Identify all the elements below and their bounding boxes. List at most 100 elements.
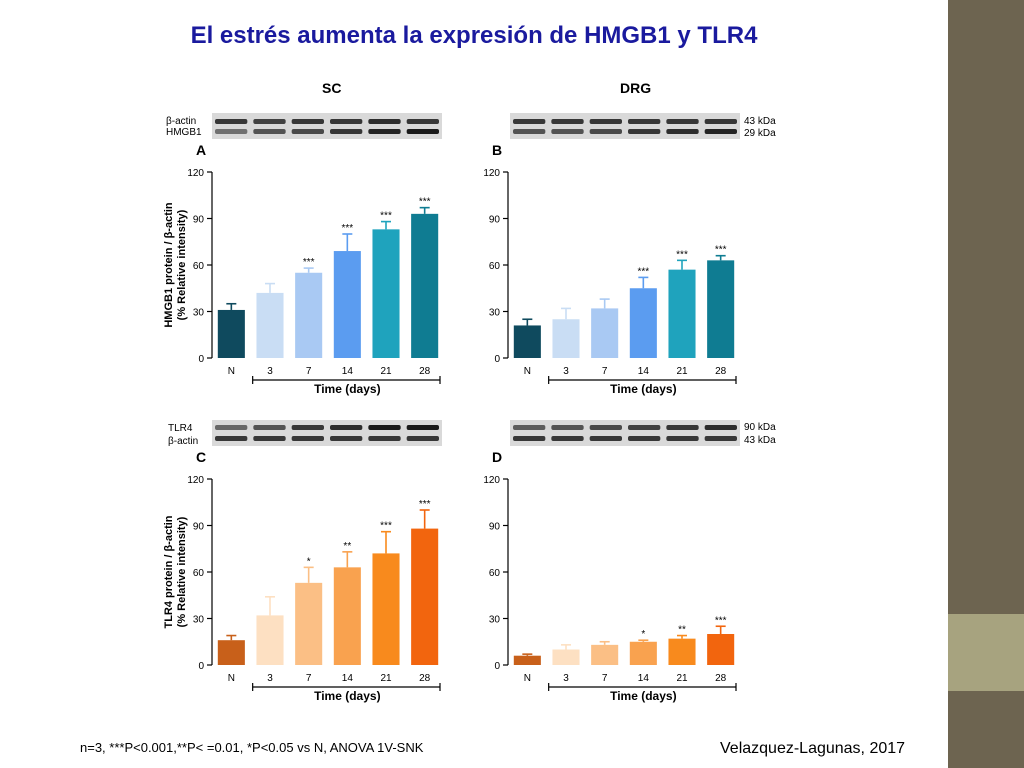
decorative-sidebar-bottom xyxy=(948,691,1024,768)
blot-sc-hmgb1-band xyxy=(215,129,248,134)
blot-drg-hmgb1-band xyxy=(513,119,546,124)
panel-d-category-label: 28 xyxy=(715,673,727,684)
panel-c-significance: *** xyxy=(380,521,392,532)
blot-drg-hmgb1-band xyxy=(551,129,584,134)
blot-drg-tlr4-band xyxy=(666,436,699,441)
blot-sc-hmgb1-band xyxy=(253,129,286,134)
panel-a-category-label: 14 xyxy=(342,366,354,377)
panel-d-y-tick-label: 120 xyxy=(483,475,500,486)
blot-drg-tlr4-background xyxy=(510,420,740,446)
panel-c-significance: *** xyxy=(419,499,431,510)
blot-label-29kda: 29 kDa xyxy=(744,128,776,139)
column-label-drg: DRG xyxy=(620,80,652,96)
blot-sc-tlr4-band xyxy=(291,425,324,430)
panel-c-category-label: 7 xyxy=(306,673,312,684)
panel-b-y-tick-label: 60 xyxy=(489,261,501,272)
panel-a-y-tick-label: 0 xyxy=(198,354,204,365)
panel-c-bar xyxy=(256,615,284,665)
panel-b-letter: B xyxy=(492,142,502,158)
panel-b-bar xyxy=(629,288,657,358)
panel-c-category-label: 28 xyxy=(419,673,431,684)
panel-b-bar xyxy=(513,325,541,358)
panel-c-significance: * xyxy=(307,556,311,567)
blot-label-beta-actin: β-actin xyxy=(166,116,196,127)
column-label-sc: SC xyxy=(322,80,342,96)
blot-drg-tlr4-band xyxy=(628,436,661,441)
panel-d-y-tick-label: 60 xyxy=(489,568,501,579)
blot-drg-hmgb1-band xyxy=(666,129,699,134)
blot-sc-hmgb1-band xyxy=(291,129,324,134)
statistics-footnote: n=3, ***P<0.001,**P< =0.01, *P<0.05 vs N… xyxy=(80,740,424,755)
panel-a-bar xyxy=(295,272,323,358)
blot-sc-hmgb1-band xyxy=(406,119,439,124)
panel-c-y-axis-label-line2: (% Relative intensity) xyxy=(176,516,188,627)
blot-sc-tlr4-background xyxy=(212,420,442,446)
panel-d-category-label: 21 xyxy=(676,673,688,684)
panel-c-bar xyxy=(217,640,245,665)
panel-c-y-axis-label: TLR4 protein / β-actin (% Relative intens… xyxy=(163,515,188,628)
panel-c-category-label: 21 xyxy=(380,673,392,684)
panel-b-category-label: 7 xyxy=(602,366,608,377)
panel-d-x-axis-label: Time (days) xyxy=(610,689,676,703)
blot-drg-tlr4-band xyxy=(513,425,546,430)
panel-c-x-axis-label: Time (days) xyxy=(314,689,380,703)
panel-a-bar xyxy=(256,292,284,358)
blot-drg-tlr4-band xyxy=(628,425,661,430)
panel-b-significance: *** xyxy=(676,249,688,260)
blot-sc-hmgb1-band xyxy=(291,119,324,124)
blot-drg-hmgb1-background xyxy=(510,113,740,139)
blot-drg-hmgb1-band xyxy=(513,129,546,134)
blot-sc-tlr4-band xyxy=(215,436,248,441)
blot-label-43kda-2: 43 kDa xyxy=(744,435,776,446)
blot-sc-tlr4-band xyxy=(253,436,286,441)
blot-sc-tlr4-band xyxy=(368,425,401,430)
blot-sc-hmgb1-band xyxy=(330,119,363,124)
panel-b-category-label: N xyxy=(524,366,531,377)
blot-sc-hmgb1 xyxy=(212,113,442,139)
blot-drg-tlr4-band xyxy=(589,436,622,441)
slide-title: El estrés aumenta la expresión de HMGB1 … xyxy=(190,22,758,49)
panel-c-category-label: 3 xyxy=(267,673,273,684)
panel-d-y-tick-label: 0 xyxy=(494,661,500,672)
decorative-sidebar-middle xyxy=(948,614,1024,691)
blot-drg-tlr4 xyxy=(510,420,740,446)
panel-a-significance: *** xyxy=(419,197,431,208)
panel-d-significance: *** xyxy=(715,615,727,626)
panel-a-category-label: 3 xyxy=(267,366,273,377)
panel-b-bar xyxy=(668,269,696,358)
panel-a-y-tick-label: 30 xyxy=(193,308,205,319)
panel-b-x-axis-label: Time (days) xyxy=(610,382,676,396)
panel-b-category-label: 21 xyxy=(676,366,688,377)
panel-a-significance: *** xyxy=(341,223,353,234)
blot-drg-hmgb1 xyxy=(510,113,740,139)
blot-drg-tlr4-band xyxy=(513,436,546,441)
panel-b-category-label: 14 xyxy=(638,366,650,377)
blot-sc-hmgb1-band xyxy=(253,119,286,124)
panel-c-bar xyxy=(333,567,361,665)
panel-d-bar xyxy=(513,655,541,665)
panel-c-bar xyxy=(295,582,323,665)
panel-c-category-label: 14 xyxy=(342,673,354,684)
blot-drg-tlr4-band xyxy=(589,425,622,430)
blot-sc-tlr4-band xyxy=(330,425,363,430)
panel-b-y-tick-label: 120 xyxy=(483,168,500,179)
blot-drg-hmgb1-band xyxy=(628,129,661,134)
panel-b-y-tick-label: 0 xyxy=(494,354,500,365)
blot-sc-tlr4-band xyxy=(291,436,324,441)
blot-drg-tlr4-band xyxy=(551,436,584,441)
blot-label-tlr4: TLR4 xyxy=(168,423,193,434)
blot-sc-tlr4-band xyxy=(330,436,363,441)
panel-b-y-tick-label: 30 xyxy=(489,308,501,319)
panel-a-category-label: 21 xyxy=(380,366,392,377)
panel-d-category-label: N xyxy=(524,673,531,684)
slide: El estrés aumenta la expresión de HMGB1 … xyxy=(0,0,948,768)
panel-d-bar xyxy=(629,641,657,665)
blot-label-43kda: 43 kDa xyxy=(744,116,776,127)
panel-d-category-label: 3 xyxy=(563,673,569,684)
panel-b-bar xyxy=(552,319,580,358)
blot-drg-hmgb1-band xyxy=(704,129,737,134)
panel-c-y-axis-label-line1: TLR4 protein / β-actin xyxy=(163,515,175,628)
panel-a-bar xyxy=(217,309,245,358)
blot-label-beta-actin-2: β-actin xyxy=(168,436,198,447)
